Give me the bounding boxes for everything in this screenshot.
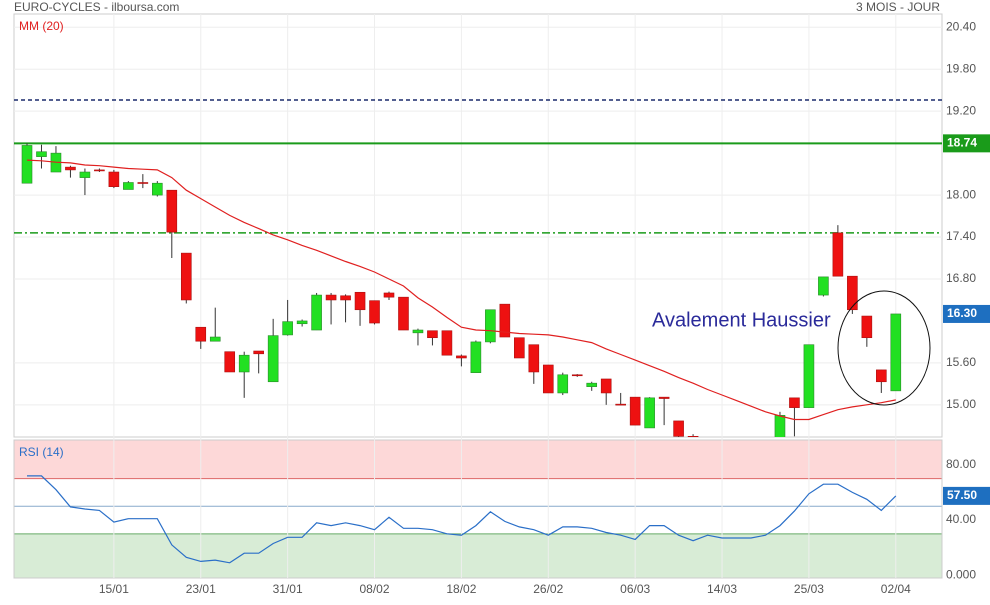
candle-body [789,397,800,408]
x-tick-label: 26/02 [533,582,563,596]
candle-body [499,303,511,338]
y-tick-label: 19.80 [946,61,976,75]
y-tick-label: 17.40 [946,229,976,243]
main-panel [13,13,943,438]
candle-body [354,291,366,311]
candle-body [398,296,409,331]
legend-label: MM (20) [19,19,64,33]
candle-body [79,171,91,178]
x-tick-label: 06/03 [620,582,650,596]
candle-body [818,276,829,296]
candle-body [369,300,380,324]
candle-body [456,355,467,359]
series-line [27,475,897,564]
candle-body [890,313,902,392]
y-tick-label: 16.80 [946,271,976,285]
candle-body [340,295,351,301]
y-tick-label: 19.20 [946,103,976,117]
candle-body [94,169,105,172]
x-tick-label: 14/03 [707,582,737,596]
candle-body [600,378,612,394]
x-tick-label: 08/02 [360,582,390,596]
candles [21,143,902,437]
y-tick-label: 80.00 [946,457,976,471]
rsi-panel [13,439,943,579]
oversold-zone [14,533,942,578]
candle-body [108,171,120,187]
candle-body [470,341,482,373]
candle-body [687,436,699,437]
y-tick-label: 18.00 [946,187,976,201]
y-tick-label: 15.60 [946,355,976,369]
candle-body [615,403,626,406]
candle-body [774,415,786,437]
candle-body [195,326,207,342]
candle-body [21,145,33,184]
candle-body [152,182,163,196]
highlight-ellipse [837,290,931,406]
period: 3 MOIS - JOUR [856,0,940,14]
level-label: 18.74 [947,136,977,150]
y-tick-label: 15.00 [946,397,976,411]
candle-body [557,374,569,394]
last-value-box [943,304,990,323]
candle-body [485,309,496,343]
candle-body [673,420,684,437]
candle-body [542,364,554,394]
y-tick-label: 40.00 [946,512,976,526]
candle-body [311,294,322,331]
candle-body [658,396,670,399]
legend-label: RSI (14) [19,445,64,459]
candle-body [383,292,395,298]
candle-body [65,166,76,171]
candle-body [514,337,525,359]
candle-body [282,321,293,336]
title: EURO-CYCLES - ilboursa.com [14,0,179,14]
candle-body [847,275,858,311]
annotation: Avalement Haussier [652,309,831,331]
x-tick-label: 15/01 [99,582,129,596]
candle-body [644,397,655,429]
last-value-label: 16.30 [947,306,977,320]
x-tick-label: 23/01 [186,582,216,596]
candle-body [209,336,221,342]
candle-body [253,350,264,355]
candle-body [427,330,438,339]
candle-body [832,232,844,277]
level-label-box [943,134,990,153]
candle-body [861,315,873,339]
last-value-label: 57.50 [947,488,977,502]
candle-body [224,351,236,373]
overbought-zone [14,440,942,479]
last-value-box [943,486,990,505]
y-tick-label: 20.40 [946,19,976,33]
series-line [26,159,896,421]
candle-body [180,252,192,301]
candle-body [36,151,47,157]
candle-body [571,374,583,377]
candle-body [441,330,453,356]
candle-body [803,344,815,408]
candle-body [166,189,178,233]
candle-body [267,335,279,383]
candle-body [412,329,424,334]
candle-body [629,396,641,426]
candle-body [296,320,308,325]
candle-body [123,182,134,190]
candle-body [528,344,540,373]
candle-body [586,382,598,387]
candle-body [876,369,887,383]
x-tick-label: 18/02 [446,582,476,596]
x-tick-label: 31/01 [273,582,303,596]
candle-body [238,354,250,373]
x-tick-label: 02/04 [881,582,911,596]
candle-body [137,182,149,184]
candle-body [325,294,337,301]
y-tick-label: 0.000 [946,567,976,581]
x-tick-label: 25/03 [794,582,824,596]
